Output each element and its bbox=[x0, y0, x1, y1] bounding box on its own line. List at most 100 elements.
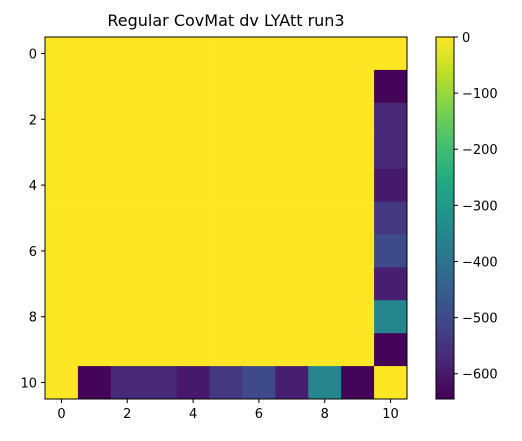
colorbar-tick-label: −600 bbox=[462, 368, 498, 383]
heatmap-cell bbox=[110, 69, 145, 104]
heatmap-cell bbox=[308, 300, 342, 334]
heatmap-cell bbox=[77, 69, 112, 104]
heatmap-cell bbox=[45, 201, 79, 235]
heatmap-cell bbox=[45, 102, 79, 137]
heatmap-cell bbox=[209, 300, 243, 334]
heatmap-cell bbox=[143, 234, 178, 268]
heatmap-cell bbox=[308, 135, 342, 170]
colorbar-tick-label: 0 bbox=[462, 31, 470, 46]
heatmap-cell bbox=[374, 300, 408, 334]
heatmap-cell bbox=[176, 37, 210, 71]
heatmap-cell bbox=[110, 135, 145, 170]
y-tick-label: 2 bbox=[29, 113, 37, 128]
heatmap-cell bbox=[242, 234, 276, 268]
heatmap-cell bbox=[242, 168, 276, 202]
heatmap-cell bbox=[275, 201, 309, 235]
heatmap-cell bbox=[308, 201, 342, 235]
colorbar-tick-label: −500 bbox=[462, 312, 498, 327]
heatmap-cell bbox=[275, 168, 309, 202]
heatmap-cell bbox=[374, 135, 408, 170]
heatmap-cell bbox=[110, 234, 145, 268]
heatmap-cell bbox=[341, 267, 375, 301]
heatmap-cell bbox=[77, 37, 112, 71]
heatmap-cell bbox=[275, 234, 309, 268]
heatmap-cell bbox=[209, 267, 243, 301]
heatmap-cell bbox=[209, 234, 243, 268]
heatmap-cell bbox=[45, 69, 79, 104]
heatmap-cell bbox=[242, 267, 276, 301]
heatmap-cell bbox=[176, 234, 210, 268]
heatmap-cell bbox=[341, 333, 375, 367]
colorbar-tick-label: −200 bbox=[462, 143, 498, 158]
heatmap-cell bbox=[308, 333, 342, 367]
heatmap-cell bbox=[242, 333, 276, 367]
heatmap-cell bbox=[242, 69, 276, 104]
heatmap-cell bbox=[45, 37, 79, 71]
heatmap-cell bbox=[110, 102, 145, 137]
heatmap-cell bbox=[45, 168, 79, 202]
heatmap-cell bbox=[341, 201, 375, 235]
x-tick-label: 10 bbox=[382, 407, 399, 422]
heatmap-cell bbox=[110, 37, 145, 71]
heatmap-cell bbox=[308, 234, 342, 268]
heatmap-cell bbox=[176, 69, 210, 104]
heatmap-cell bbox=[242, 201, 276, 235]
heatmap-cell bbox=[143, 135, 178, 170]
heatmap-cell bbox=[341, 102, 375, 137]
heatmap-cell bbox=[341, 37, 375, 71]
heatmap-cell bbox=[110, 300, 145, 334]
colorbar-axis: 0 −100 −200 −300 −400 −500 −600 bbox=[454, 31, 498, 383]
heatmap-cell bbox=[176, 300, 210, 334]
heatmap-cell bbox=[45, 135, 79, 170]
heatmap-cell bbox=[374, 201, 408, 235]
heatmap-cell bbox=[242, 135, 276, 170]
heatmap-cell bbox=[143, 37, 178, 71]
x-axis: 0 2 4 6 8 10 bbox=[57, 399, 399, 422]
heatmap-cell bbox=[341, 168, 375, 202]
heatmap-cell bbox=[110, 366, 145, 400]
heatmap-cell bbox=[77, 201, 112, 235]
heatmap-cell bbox=[77, 267, 112, 301]
x-tick-label: 6 bbox=[255, 407, 263, 422]
y-tick-label: 4 bbox=[29, 179, 37, 194]
heatmap-cell bbox=[341, 234, 375, 268]
x-tick-label: 0 bbox=[57, 407, 65, 422]
heatmap-cell bbox=[341, 69, 375, 104]
plot-frame bbox=[44, 36, 408, 400]
heatmap-cell bbox=[209, 135, 243, 170]
heatmap-cell bbox=[374, 366, 408, 400]
heatmap-cell bbox=[176, 201, 210, 235]
heatmap-cell bbox=[308, 267, 342, 301]
heatmap-cell bbox=[275, 135, 309, 170]
heatmap-cell bbox=[275, 300, 309, 334]
heatmap-cell bbox=[176, 135, 210, 170]
heatmap-cell bbox=[176, 333, 210, 367]
heatmap-cell bbox=[143, 69, 178, 104]
heatmap-cell bbox=[374, 168, 408, 202]
heatmap-cell bbox=[110, 201, 145, 235]
heatmap-cell bbox=[275, 69, 309, 104]
y-tick-label: 6 bbox=[29, 245, 37, 260]
chart-title: Regular CovMat dv LYAtt run3 bbox=[107, 11, 344, 30]
heatmap-cell bbox=[209, 201, 243, 235]
heatmap-cell bbox=[143, 201, 178, 235]
heatmap-cell bbox=[143, 102, 178, 137]
heatmap-cell bbox=[341, 366, 375, 400]
heatmap-cell bbox=[176, 168, 210, 202]
colorbar-tick-label: −300 bbox=[462, 199, 498, 214]
heatmap-cell bbox=[209, 37, 243, 71]
heatmap-cell bbox=[209, 69, 243, 104]
heatmap-cell bbox=[275, 37, 309, 71]
x-tick-label: 2 bbox=[123, 407, 131, 422]
x-tick-label: 4 bbox=[189, 407, 197, 422]
heatmap-cell bbox=[110, 333, 145, 367]
colorbar-tick-label: −400 bbox=[462, 255, 498, 270]
heatmap-cell bbox=[308, 69, 342, 104]
heatmap-cell bbox=[110, 267, 145, 301]
heatmap-cell bbox=[374, 234, 408, 268]
heatmap-cell bbox=[209, 333, 243, 367]
heatmap-cell bbox=[275, 366, 309, 400]
y-axis: 0 2 4 6 8 10 bbox=[20, 47, 45, 392]
heatmap-cell bbox=[341, 300, 375, 334]
